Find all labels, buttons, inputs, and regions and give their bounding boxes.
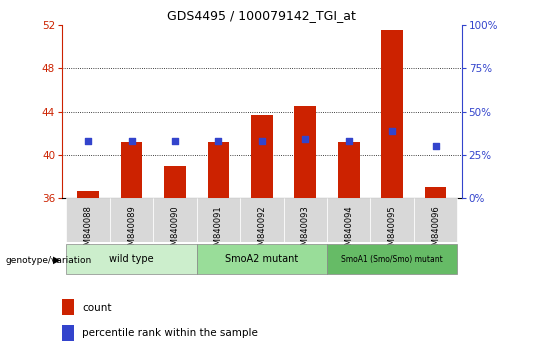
Bar xyxy=(62,299,74,315)
Point xyxy=(258,138,266,144)
Text: genotype/variation: genotype/variation xyxy=(5,256,92,265)
Point xyxy=(301,136,309,142)
Text: count: count xyxy=(82,303,111,313)
Title: GDS4495 / 100079142_TGI_at: GDS4495 / 100079142_TGI_at xyxy=(167,9,356,22)
Text: GSM840088: GSM840088 xyxy=(84,205,93,256)
Bar xyxy=(197,198,240,242)
Bar xyxy=(110,198,153,242)
Text: SmoA1 (Smo/Smo) mutant: SmoA1 (Smo/Smo) mutant xyxy=(341,255,443,264)
Bar xyxy=(153,198,197,242)
Point xyxy=(84,138,92,144)
Text: GSM840089: GSM840089 xyxy=(127,205,136,256)
Text: GSM840092: GSM840092 xyxy=(258,205,266,256)
Bar xyxy=(425,187,447,198)
Bar xyxy=(240,198,284,242)
Text: GSM840095: GSM840095 xyxy=(388,205,397,256)
Bar xyxy=(121,142,143,198)
Text: wild type: wild type xyxy=(109,254,154,264)
Text: GSM840096: GSM840096 xyxy=(431,205,440,256)
Bar xyxy=(197,244,327,274)
Point xyxy=(171,138,179,144)
Bar xyxy=(164,166,186,198)
Text: GSM840093: GSM840093 xyxy=(301,205,310,256)
Text: SmoA2 mutant: SmoA2 mutant xyxy=(225,254,299,264)
Text: percentile rank within the sample: percentile rank within the sample xyxy=(82,328,258,338)
Bar xyxy=(77,191,99,198)
Bar xyxy=(62,325,74,341)
Bar xyxy=(327,198,370,242)
Bar xyxy=(66,198,110,242)
Bar xyxy=(251,115,273,198)
Bar xyxy=(284,198,327,242)
Bar xyxy=(294,106,316,198)
Bar xyxy=(370,198,414,242)
Text: GSM840094: GSM840094 xyxy=(345,205,353,256)
Bar xyxy=(207,142,230,198)
Point xyxy=(214,138,223,144)
Point xyxy=(431,143,440,149)
Bar xyxy=(414,198,457,242)
Point xyxy=(345,138,353,144)
Text: ▶: ▶ xyxy=(53,255,60,265)
Bar xyxy=(327,244,457,274)
Text: GSM840091: GSM840091 xyxy=(214,205,223,256)
Bar xyxy=(381,30,403,198)
Point xyxy=(127,138,136,144)
Point xyxy=(388,128,396,134)
Bar xyxy=(66,244,197,274)
Text: GSM840090: GSM840090 xyxy=(171,205,179,256)
Bar xyxy=(338,142,360,198)
